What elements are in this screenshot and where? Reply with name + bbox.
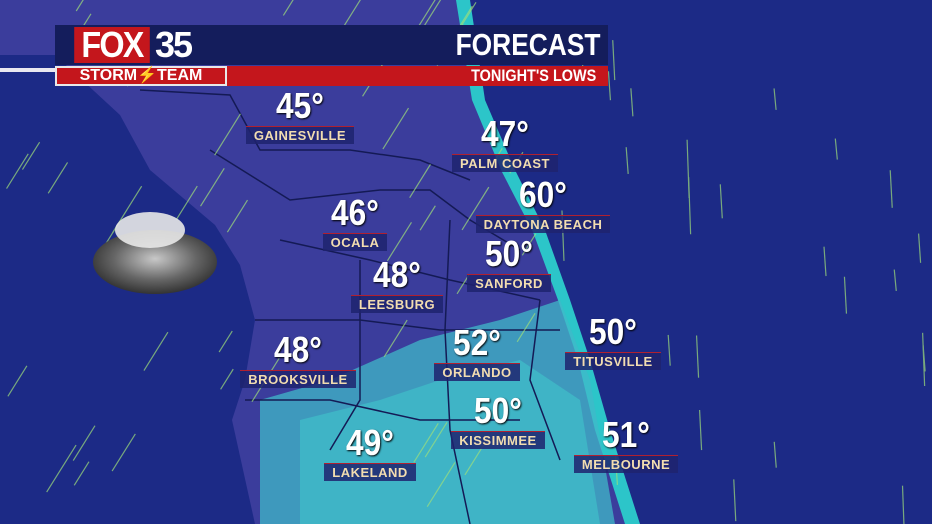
rain-streak bbox=[419, 205, 436, 231]
rain-streak bbox=[461, 186, 490, 231]
city-label: 46° OCALA bbox=[285, 195, 425, 252]
warm-region-inner bbox=[300, 360, 600, 524]
rain-streak bbox=[200, 167, 225, 207]
rain-streak bbox=[282, 0, 294, 16]
temperature: 50° bbox=[589, 311, 637, 352]
city-name: KISSIMMEE bbox=[451, 431, 545, 449]
rain-streak bbox=[695, 335, 700, 378]
temperature: 48° bbox=[373, 254, 421, 295]
rain-streak bbox=[73, 461, 90, 486]
fox-logo: FOX bbox=[74, 27, 150, 63]
rain-streak bbox=[46, 444, 77, 493]
city-name: TITUSVILLE bbox=[565, 352, 661, 370]
rain-streak bbox=[7, 365, 28, 397]
rain-streak bbox=[612, 40, 616, 81]
rain-streak bbox=[175, 185, 198, 220]
rain-streak bbox=[413, 422, 439, 463]
temperature: 46° bbox=[331, 192, 379, 233]
rain-streak bbox=[383, 319, 408, 358]
city-name: LEESBURG bbox=[350, 295, 444, 313]
rain-streak bbox=[386, 221, 412, 262]
page-title: FORECAST bbox=[455, 27, 600, 62]
city-label: 52° ORLANDO bbox=[407, 325, 547, 382]
rain-streak bbox=[226, 199, 249, 233]
city-label: 50° KISSIMMEE bbox=[428, 393, 568, 450]
rain-streak bbox=[625, 147, 629, 175]
cloud-icon bbox=[93, 212, 217, 294]
city-name: GAINESVILLE bbox=[245, 126, 355, 144]
rain-streak bbox=[688, 176, 692, 235]
rain-streak bbox=[773, 88, 777, 110]
rain-streak bbox=[72, 425, 96, 461]
rain-streak bbox=[382, 107, 410, 150]
temperature: 47° bbox=[481, 113, 529, 154]
rain-streak bbox=[901, 485, 905, 524]
rain-streak bbox=[6, 153, 29, 189]
city-name: SANFORD bbox=[467, 274, 551, 292]
rain-streak bbox=[917, 233, 922, 263]
temperature: 50° bbox=[474, 390, 522, 431]
rain-streak bbox=[214, 113, 241, 156]
rain-streak bbox=[893, 269, 897, 292]
rain-streak bbox=[424, 421, 448, 458]
rain-streak bbox=[75, 0, 84, 12]
temperature: 50° bbox=[485, 233, 533, 274]
rain-streak bbox=[111, 433, 136, 472]
page-subtitle: TONIGHT'S LOWS bbox=[470, 66, 596, 85]
storm-team-logo: STORM⚡TEAM bbox=[55, 66, 227, 86]
city-name: OCALA bbox=[322, 233, 388, 251]
rain-streak bbox=[21, 141, 41, 170]
rain-streak bbox=[922, 345, 926, 372]
city-label: 48° LEESBURG bbox=[327, 257, 467, 314]
rain-streak bbox=[719, 184, 723, 219]
header-banner: FOX 35 STORM⚡TEAM FORECAST TONIGHT'S LOW… bbox=[55, 24, 608, 86]
header-accent-line bbox=[0, 68, 55, 72]
city-name: PALM COAST bbox=[452, 154, 558, 172]
rain-streak bbox=[459, 2, 477, 28]
rain-streak bbox=[220, 368, 234, 390]
rain-streak bbox=[516, 312, 536, 343]
temperature: 51° bbox=[602, 414, 650, 455]
city-name: MELBOURNE bbox=[573, 455, 679, 473]
header-bottom-bar bbox=[225, 66, 608, 86]
rain-streak bbox=[843, 276, 848, 314]
city-label: 45° GAINESVILLE bbox=[230, 88, 370, 145]
rain-streak bbox=[889, 170, 893, 208]
rain-streak bbox=[143, 331, 169, 371]
temperature: 60° bbox=[519, 174, 567, 215]
city-label: 47° PALM COAST bbox=[435, 116, 575, 173]
temperature: 49° bbox=[346, 422, 394, 463]
channel-number: 35 bbox=[155, 24, 193, 65]
rain-streak bbox=[630, 88, 634, 117]
city-label: 49° LAKELAND bbox=[300, 425, 440, 482]
rain-streak bbox=[667, 334, 671, 366]
rain-streak bbox=[773, 441, 777, 468]
rain-streak bbox=[823, 246, 827, 277]
city-label: 50° SANFORD bbox=[439, 236, 579, 293]
temperature: 45° bbox=[276, 85, 324, 126]
rain-streak bbox=[409, 164, 431, 198]
temperature: 48° bbox=[274, 329, 322, 370]
rain-streak bbox=[47, 162, 69, 194]
rain-streak bbox=[426, 462, 456, 508]
rain-streak bbox=[733, 479, 737, 522]
city-name: BROOKSVILLE bbox=[240, 370, 356, 388]
city-label: 50° TITUSVILLE bbox=[543, 314, 683, 371]
temperature: 52° bbox=[453, 322, 501, 363]
city-name: ORLANDO bbox=[434, 363, 520, 381]
city-name: LAKELAND bbox=[324, 463, 416, 481]
rain-streak bbox=[521, 233, 537, 256]
rain-streak bbox=[607, 71, 612, 101]
rain-streak bbox=[698, 409, 703, 451]
rain-streak bbox=[218, 330, 233, 353]
city-name: DAYTONA BEACH bbox=[475, 215, 611, 233]
city-label: 51° MELBOURNE bbox=[556, 417, 696, 474]
city-label: 60° DAYTONA BEACH bbox=[473, 177, 613, 234]
city-label: 48° BROOKSVILLE bbox=[228, 332, 368, 389]
rain-streak bbox=[834, 138, 838, 160]
